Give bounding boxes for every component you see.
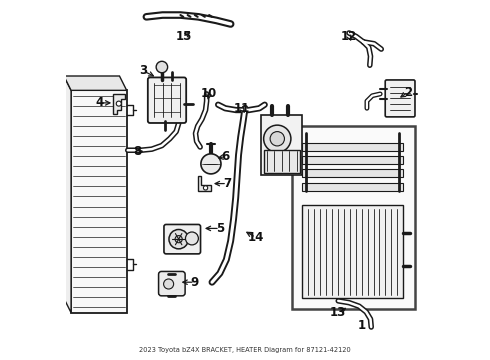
Circle shape [264,125,291,152]
Bar [302,156,403,164]
Text: 2023 Toyota bZ4X BRACKET, HEATER Diagram for 87121-42120: 2023 Toyota bZ4X BRACKET, HEATER Diagram… [139,347,351,354]
Circle shape [175,235,182,243]
FancyBboxPatch shape [385,80,415,117]
Circle shape [156,61,168,73]
Text: 14: 14 [247,231,264,244]
Text: 12: 12 [341,30,357,43]
Text: 6: 6 [221,150,229,163]
Polygon shape [197,176,211,191]
Circle shape [201,154,221,174]
Text: 5: 5 [216,222,224,235]
Text: 9: 9 [191,276,199,289]
Text: 7: 7 [223,177,231,190]
FancyBboxPatch shape [148,77,186,123]
Text: 3: 3 [139,64,147,77]
Circle shape [270,132,285,146]
Circle shape [186,232,198,245]
Text: 11: 11 [233,102,249,115]
Text: 4: 4 [96,96,104,109]
Circle shape [203,186,208,190]
Text: 2: 2 [404,86,412,99]
Circle shape [164,279,173,289]
Circle shape [169,229,188,249]
Text: 15: 15 [176,30,192,43]
FancyBboxPatch shape [159,271,185,296]
FancyBboxPatch shape [164,225,200,254]
Bar [71,90,126,313]
Bar [302,205,403,298]
Text: 10: 10 [201,87,217,100]
Text: 13: 13 [330,306,346,319]
Bar [302,183,403,191]
Bar [261,116,302,175]
Bar [292,126,416,309]
Bar [302,143,403,151]
Polygon shape [64,76,71,313]
Bar [302,169,403,177]
Text: 8: 8 [133,145,142,158]
Text: 1: 1 [358,319,366,332]
Bar [264,149,299,173]
Polygon shape [64,76,126,90]
Polygon shape [113,94,124,114]
Circle shape [116,101,122,106]
